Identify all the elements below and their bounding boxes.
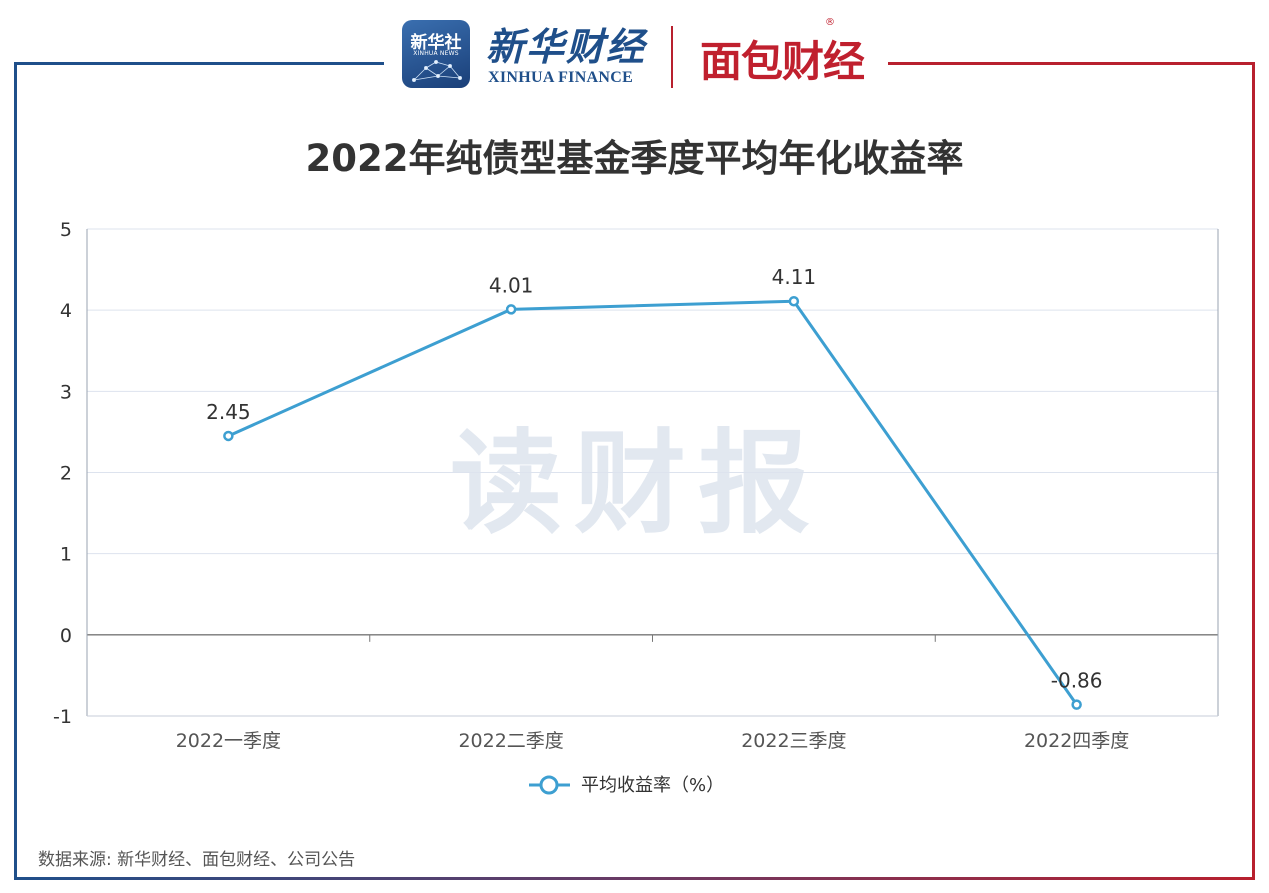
data-source-note: 数据来源: 新华财经、面包财经、公司公告 bbox=[38, 850, 356, 870]
chart-axes bbox=[86, 229, 1219, 717]
x-axis-tick-labels: 2022一季度 2022二季度 2022三季度 2022四季度 bbox=[176, 730, 1130, 752]
x-tick-label: 2022四季度 bbox=[1024, 730, 1129, 752]
x-tick-label: 2022一季度 bbox=[176, 730, 281, 752]
chart-legend: 平均收益率（%） bbox=[529, 775, 724, 796]
xinhua-logo-cn-text: 新华社 bbox=[410, 33, 462, 53]
legend-label: 平均收益率（%） bbox=[581, 775, 724, 796]
chart-gridlines bbox=[87, 228, 1218, 717]
x-tick-label: 2022二季度 bbox=[458, 730, 563, 752]
y-tick-label: 3 bbox=[60, 381, 72, 403]
xinhua-finance-brand-en: XINHUA FINANCE bbox=[488, 69, 634, 86]
data-label: 4.11 bbox=[772, 265, 817, 289]
network-globe-icon bbox=[412, 60, 462, 82]
legend-marker-swatch bbox=[539, 775, 559, 795]
data-label: 4.01 bbox=[489, 273, 534, 297]
data-point bbox=[505, 304, 517, 315]
watermark-text: 读财报 bbox=[450, 419, 822, 549]
data-label: -0.86 bbox=[1051, 669, 1103, 693]
data-point bbox=[1071, 699, 1082, 710]
frame-left-border bbox=[14, 62, 17, 880]
y-tick-label: 2 bbox=[60, 463, 72, 485]
chart-series: 2.45 4.01 4.11 -0.86 bbox=[206, 265, 1103, 710]
xinhua-news-logo: 新华社 XINHUA NEWS bbox=[402, 20, 470, 88]
brand-divider bbox=[671, 26, 673, 88]
y-tick-label: 5 bbox=[60, 219, 72, 241]
data-label: 2.45 bbox=[206, 400, 251, 424]
mianbao-finance-logo: 面包财经 bbox=[700, 37, 865, 86]
data-point bbox=[223, 430, 234, 442]
frame-top-right-line bbox=[888, 62, 1255, 65]
y-tick-label: 0 bbox=[60, 625, 72, 647]
y-tick-label: 1 bbox=[60, 544, 72, 566]
chart-title: 2022年纯债型基金季度平均年化收益率 bbox=[305, 137, 964, 180]
frame-right-border bbox=[1252, 62, 1255, 880]
registered-mark: ® bbox=[825, 17, 835, 28]
data-point bbox=[788, 295, 800, 307]
xinhua-finance-brand-cn: 新华财经 bbox=[486, 24, 647, 69]
y-axis-tick-labels: 5 4 3 2 1 0 -1 bbox=[53, 219, 72, 728]
frame-top-left-line bbox=[14, 62, 384, 65]
series-line bbox=[227, 299, 1078, 706]
x-tick-label: 2022三季度 bbox=[741, 730, 846, 752]
y-tick-label: -1 bbox=[53, 706, 72, 728]
frame-bottom-border bbox=[14, 877, 1255, 880]
y-tick-label: 4 bbox=[60, 300, 72, 322]
xinhua-logo-en-text: XINHUA NEWS bbox=[413, 50, 459, 57]
